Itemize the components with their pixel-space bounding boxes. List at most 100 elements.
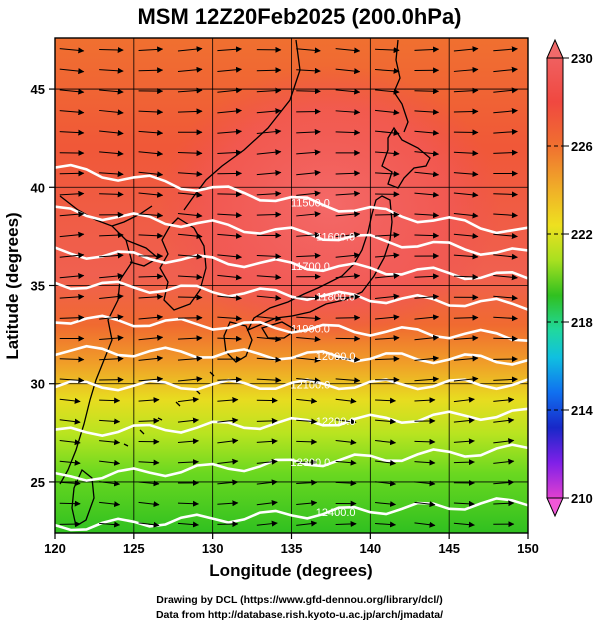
wind-vector-117 xyxy=(414,232,440,239)
wind-vector-127 xyxy=(335,252,361,259)
wind-vector-114 xyxy=(296,231,321,238)
wind-vector-260 xyxy=(375,480,397,487)
wind-vector-285 xyxy=(414,521,436,528)
wind-vector-223 xyxy=(335,418,357,425)
wind-vector-251 xyxy=(493,458,515,465)
wind-vector-218 xyxy=(138,417,160,424)
wind-vector-166 xyxy=(453,314,479,321)
wind-vector-270 xyxy=(296,500,318,507)
wind-vector-226 xyxy=(453,417,475,424)
wind-vector-70 xyxy=(453,150,479,157)
wind-vector-266 xyxy=(138,501,160,508)
wind-vector-195 xyxy=(177,376,203,383)
colorbar-label-226: 226 xyxy=(571,139,593,154)
wind-vector-147 xyxy=(177,294,203,301)
contour-label-group: 11500.0 11600.0 11700.0 11800.0 11900.0 12000… xyxy=(291,198,356,519)
x-axis: 120 125 130 135 140 145 150 xyxy=(44,533,539,556)
x-tick-label-150: 150 xyxy=(517,541,539,556)
wind-vector-149 xyxy=(256,294,282,301)
wind-vector-1 xyxy=(99,46,124,53)
wind-vector-19 xyxy=(335,68,361,75)
wind-vector-165 xyxy=(414,314,440,321)
wind-vector-158 xyxy=(138,314,164,321)
wind-vector-3 xyxy=(177,46,203,53)
wind-vector-172 xyxy=(217,335,242,342)
wind-vector-199 xyxy=(335,377,361,384)
wind-vector-10 xyxy=(453,46,479,53)
wind-vector-203 xyxy=(493,376,518,383)
wind-vector-102 xyxy=(296,211,321,218)
colorbar-ticks: 230 226 222 218 214 210 xyxy=(547,51,593,506)
wind-vector-50 xyxy=(138,129,164,136)
wind-vector-188 xyxy=(375,355,400,362)
wind-vector-142 xyxy=(453,273,479,280)
wind-vector-241 xyxy=(99,459,121,466)
y-axis: 25 30 35 40 45 xyxy=(31,82,55,490)
wind-vector-204 xyxy=(59,397,81,404)
wind-vector-185 xyxy=(256,356,282,363)
wind-vector-267 xyxy=(177,500,199,507)
wind-vector-183 xyxy=(177,355,203,362)
height-contours xyxy=(55,163,528,532)
wind-vector-105 xyxy=(414,212,440,219)
wind-vector-128 xyxy=(375,252,400,259)
wind-vector-94 xyxy=(453,191,479,198)
x-tick-label-135: 135 xyxy=(281,541,303,556)
colorbar: 230 226 222 218 214 210 xyxy=(546,38,593,518)
wind-vector-202 xyxy=(453,376,479,383)
wind-vector-87 xyxy=(177,191,203,198)
wind-vector-207 xyxy=(177,396,199,403)
wind-vector-120 xyxy=(59,252,85,259)
wind-vector-272 xyxy=(375,501,397,507)
wind-vector-277 xyxy=(99,521,121,528)
wind-vector-212 xyxy=(375,397,397,404)
wind-vector-24 xyxy=(59,88,85,95)
wind-vector-231 xyxy=(177,438,199,445)
wind-vector-12 xyxy=(59,68,85,75)
wind-vector-17 xyxy=(256,67,282,74)
wind-vector-279 xyxy=(177,521,199,528)
wind-vector-190 xyxy=(453,355,479,362)
wind-vector-178 xyxy=(453,335,479,342)
wind-vector-177 xyxy=(414,334,440,341)
wind-vector-136 xyxy=(217,274,242,281)
wind-vector-235 xyxy=(335,439,357,446)
wind-vector-187 xyxy=(335,356,361,363)
wind-vector-103 xyxy=(335,211,361,218)
wind-vector-101 xyxy=(256,211,282,218)
wind-vector-232 xyxy=(217,438,239,445)
wind-vector-131 xyxy=(493,253,518,260)
colorbar-label-210: 210 xyxy=(571,491,593,506)
wind-vector-242 xyxy=(138,459,160,466)
wind-vector-124 xyxy=(217,253,242,260)
wind-vector-77 xyxy=(256,169,282,176)
wind-vector-157 xyxy=(99,314,124,321)
wind-vector-145 xyxy=(99,293,124,300)
wind-vector-150 xyxy=(296,294,321,301)
wind-vector-90 xyxy=(296,190,321,197)
wind-vector-9 xyxy=(414,46,440,53)
wind-vector-13 xyxy=(99,67,124,74)
wind-vector-198 xyxy=(296,377,321,384)
wind-vector-256 xyxy=(217,479,239,486)
wind-vector-282 xyxy=(296,520,318,527)
wind-vector-111 xyxy=(177,233,203,240)
contour-label-12300.0: 12300.0 xyxy=(291,457,331,469)
wind-vector-85 xyxy=(99,191,124,198)
wind-vector-213 xyxy=(414,397,436,404)
wind-vector-140 xyxy=(375,273,400,279)
wind-vector-59 xyxy=(493,128,518,135)
wind-vector-46 xyxy=(453,108,479,115)
wind-vector-115 xyxy=(335,231,361,238)
wind-vector-14 xyxy=(138,67,164,74)
wind-vector-148 xyxy=(217,294,242,301)
contour-12000.0 xyxy=(55,344,528,366)
x-axis-label: Longitude (degrees) xyxy=(209,561,372,580)
wind-vector-264 xyxy=(59,500,81,507)
wind-vector-155 xyxy=(493,294,518,301)
wind-vector-181 xyxy=(99,355,124,362)
credits: Drawing by DCL (https://www.gfd-dennou.o… xyxy=(0,593,599,623)
wind-vector-139 xyxy=(335,273,361,280)
wind-vector-63 xyxy=(177,150,203,157)
wind-vector-275 xyxy=(493,500,515,507)
